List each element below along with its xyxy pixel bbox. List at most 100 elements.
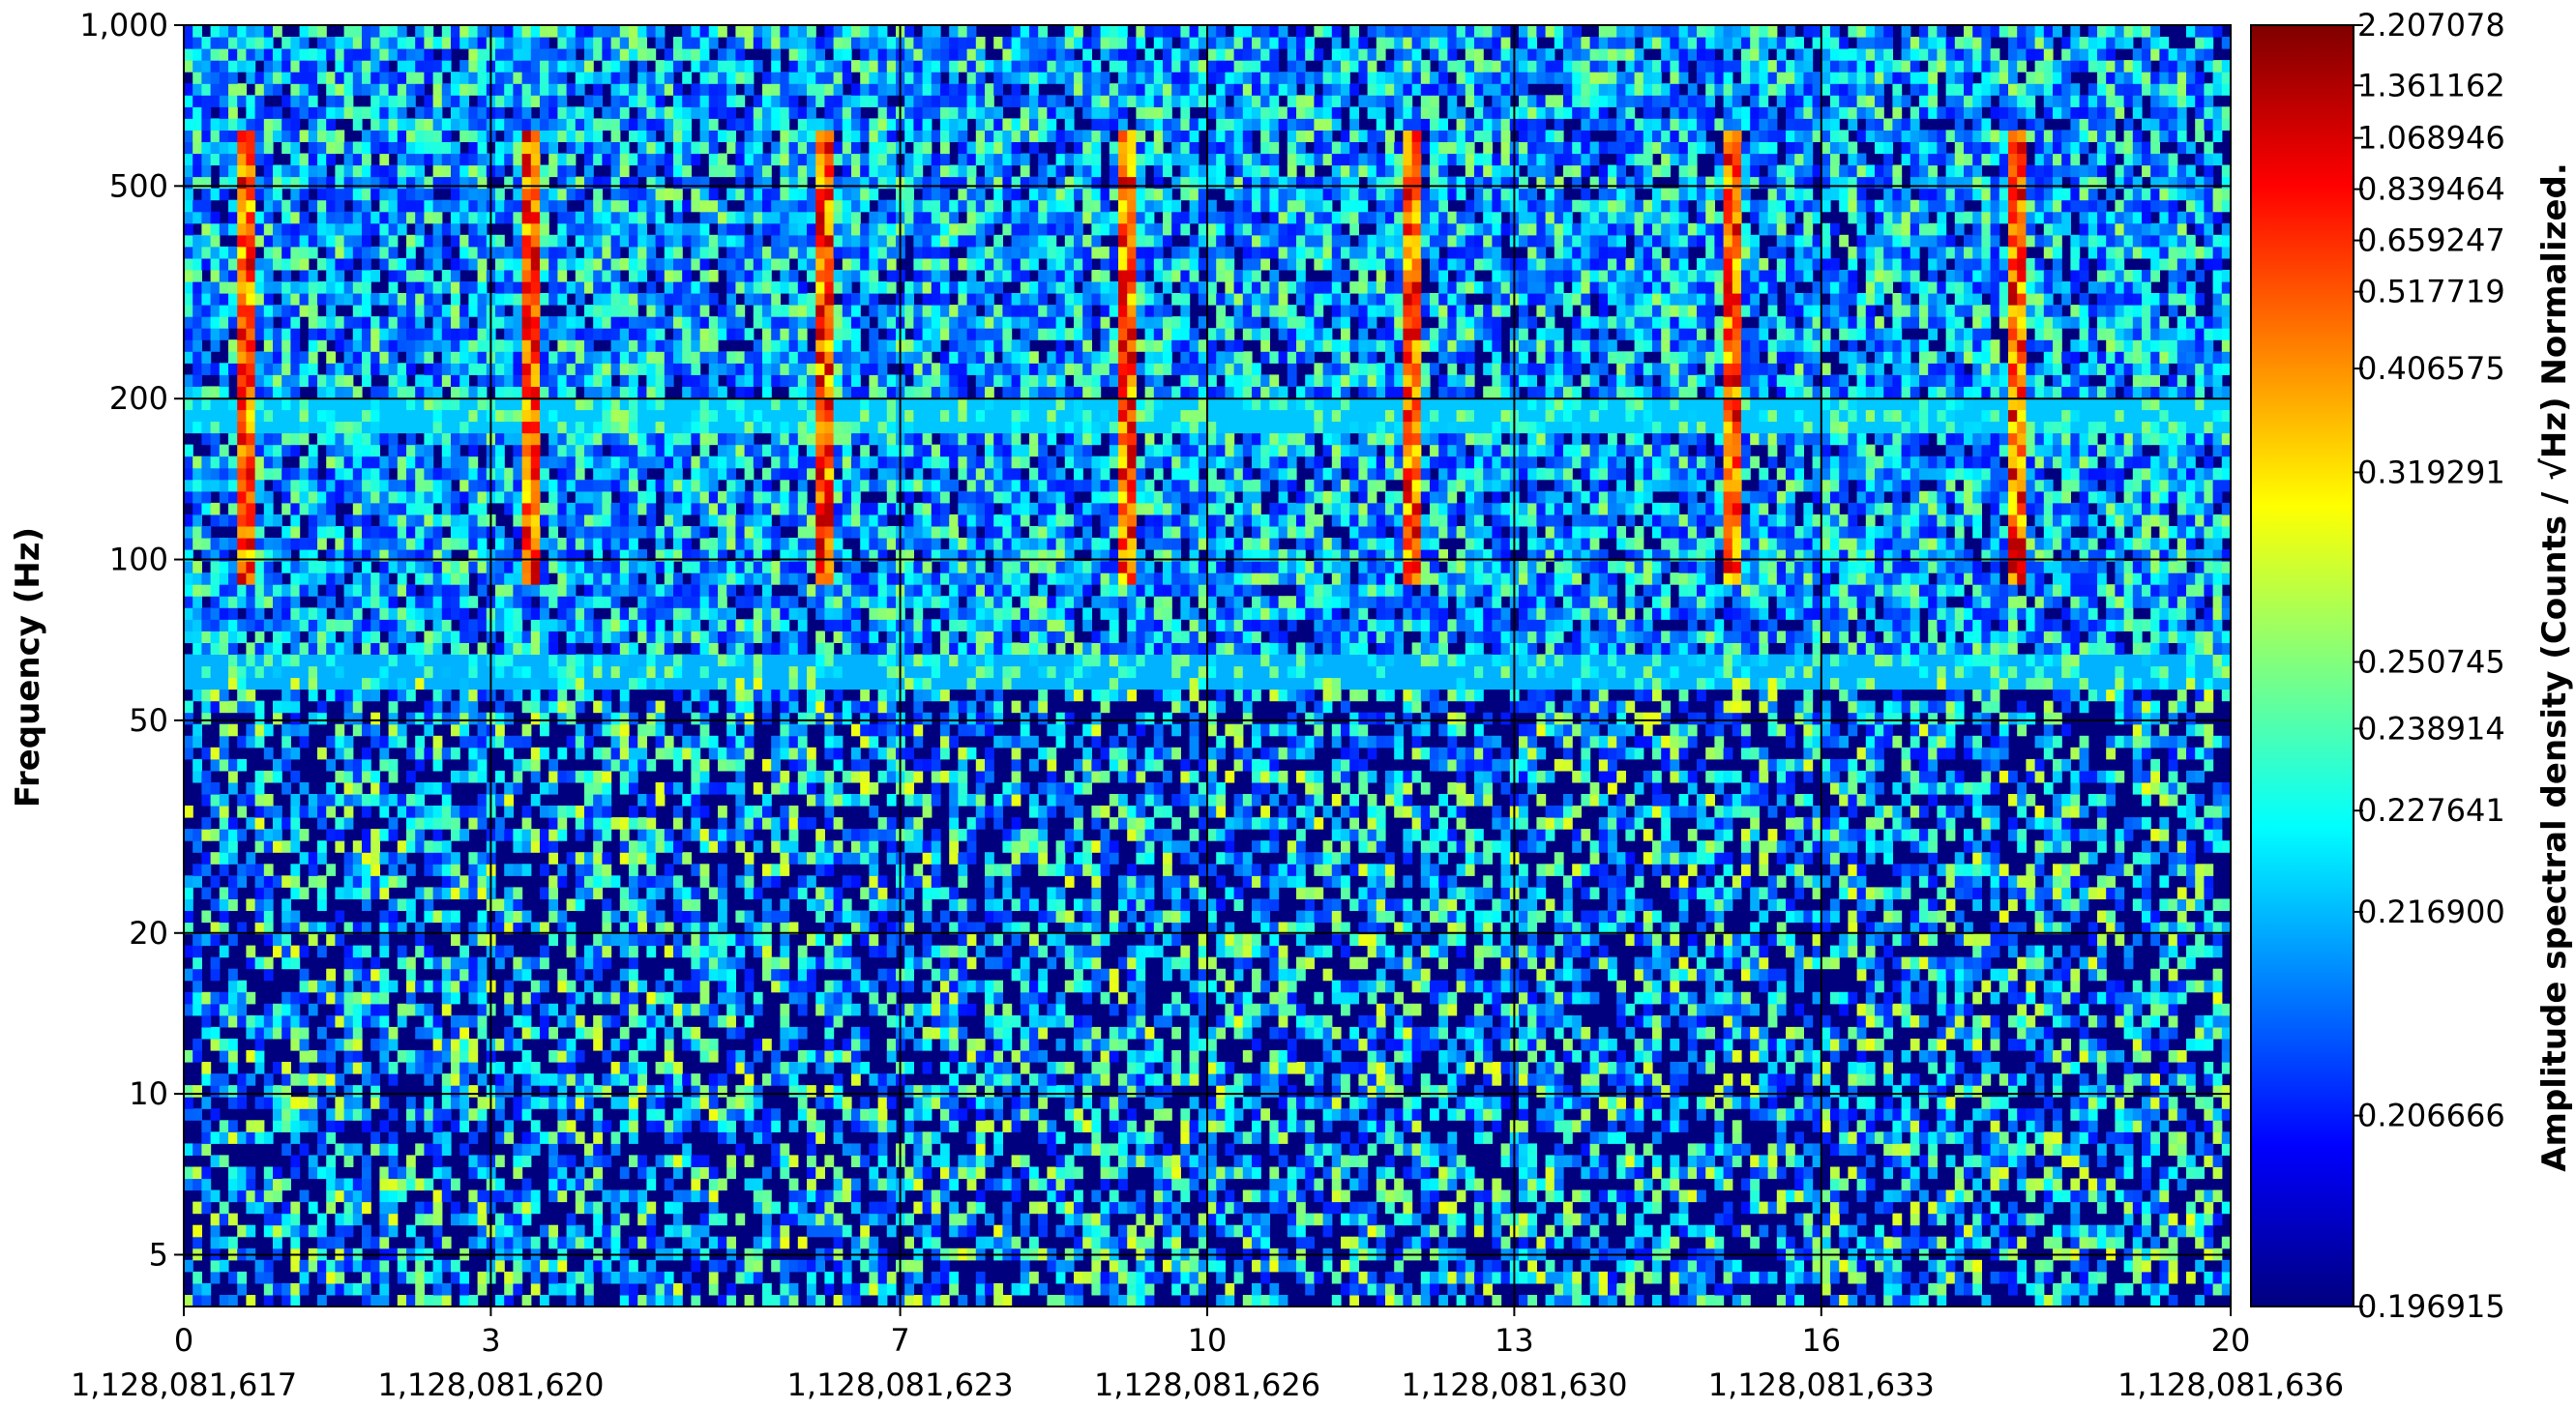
spectrogram-cell <box>2132 1236 2143 1249</box>
spectrogram-cell <box>2087 991 2098 1005</box>
spectrogram-cell <box>1687 1155 1698 1167</box>
spectrogram-cell <box>1839 1224 1849 1238</box>
spectrogram-cell <box>762 1166 772 1180</box>
spectrogram-cell <box>655 875 666 888</box>
spectrogram-cell <box>949 945 959 958</box>
spectrogram-cell <box>1678 875 1689 888</box>
spectrogram-cell <box>451 1201 460 1215</box>
spectrogram-cell <box>1278 1073 1288 1086</box>
spectrogram-cell <box>2186 1213 2196 1226</box>
spectrogram-cell <box>1144 1062 1155 1074</box>
spectrogram-cell <box>1892 1236 1903 1249</box>
spectrogram-cell <box>975 1131 986 1144</box>
spectrogram-cell <box>219 898 229 911</box>
spectrogram-cell <box>1064 980 1075 993</box>
spectrogram-cell <box>1153 945 1164 958</box>
spectrogram-cell <box>922 1039 933 1051</box>
spectrogram-cell <box>1331 991 1342 1005</box>
spectrogram-cell <box>352 1039 363 1051</box>
spectrogram-cell <box>1954 991 1965 1005</box>
spectrogram-cell <box>886 933 897 947</box>
spectrogram-cell <box>753 1085 763 1098</box>
spectrogram-cell <box>593 1213 603 1226</box>
spectrogram-cell <box>1767 1271 1778 1284</box>
spectrogram-cell <box>1616 1189 1626 1203</box>
spectrogram-cell <box>1233 1166 1244 1180</box>
spectrogram-cell <box>441 1178 452 1191</box>
spectrogram-cell <box>477 1271 488 1284</box>
spectrogram-cell <box>1661 968 1671 982</box>
spectrogram-cell <box>1118 887 1128 899</box>
spectrogram-cell <box>1697 1259 1706 1273</box>
spectrogram-cell <box>797 1062 808 1074</box>
spectrogram-cell <box>317 1050 327 1063</box>
spectrogram-cell <box>1038 991 1048 1005</box>
spectrogram-cell <box>441 1131 452 1144</box>
spectrogram-cell <box>1723 898 1733 911</box>
spectrogram-cell <box>958 1026 968 1040</box>
spectrogram-cell <box>1527 991 1537 1005</box>
spectrogram-cell <box>718 910 727 924</box>
spectrogram-cell <box>584 980 594 993</box>
spectrogram-cell <box>1608 956 1617 970</box>
spectrogram-cell <box>993 1073 1003 1086</box>
spectrogram-cell <box>815 1201 825 1215</box>
spectrogram-cell <box>1225 1189 1235 1203</box>
spectrogram-cell <box>504 1131 514 1144</box>
spectrogram-cell <box>1207 898 1217 911</box>
spectrogram-cell <box>1216 1166 1226 1180</box>
spectrogram-cell <box>246 1201 256 1215</box>
spectrogram-cell <box>1794 968 1804 982</box>
spectrogram-cell <box>192 1271 202 1284</box>
spectrogram-cell <box>1990 933 2000 947</box>
spectrogram-cell <box>1252 1003 1261 1016</box>
spectrogram-cell <box>1554 1236 1564 1249</box>
spectrogram-cell <box>1349 1155 1359 1167</box>
spectrogram-cell <box>1474 1131 1484 1144</box>
spectrogram-cell <box>1136 1026 1146 1040</box>
spectrogram-cell <box>1865 1178 1876 1191</box>
spectrogram-cell <box>290 1014 301 1028</box>
spectrogram-cell <box>1287 968 1297 982</box>
spectrogram-cell <box>1278 1295 1288 1306</box>
spectrogram-cell <box>629 1282 638 1296</box>
spectrogram-cell <box>1875 1108 1884 1121</box>
spectrogram-cell <box>1207 1050 1217 1063</box>
spectrogram-cell <box>2159 1039 2170 1051</box>
spectrogram-cell <box>2186 1224 2196 1238</box>
spectrogram-cell <box>1678 1014 1689 1028</box>
spectrogram-cell <box>1002 1003 1013 1016</box>
spectrogram-cell <box>1403 1039 1413 1051</box>
spectrogram-cell <box>495 1189 505 1203</box>
spectrogram-cell <box>1189 980 1199 993</box>
spectrogram-cell <box>2212 1213 2223 1226</box>
spectrogram-cell <box>424 864 434 876</box>
spectrogram-cell <box>1136 1003 1146 1016</box>
spectrogram-cell <box>1767 875 1778 888</box>
spectrogram-cell <box>2176 1050 2187 1063</box>
spectrogram-cell <box>1385 1295 1395 1306</box>
spectrogram-cell <box>753 922 763 935</box>
spectrogram-cell <box>1865 933 1876 947</box>
spectrogram-cell <box>1207 1213 1217 1226</box>
spectrogram-cell <box>432 1120 443 1132</box>
spectrogram-cell <box>788 1295 799 1306</box>
spectrogram-cell <box>362 945 371 958</box>
spectrogram-cell <box>619 1073 630 1086</box>
spectrogram-cell <box>1883 1236 1893 1249</box>
spectrogram-cell <box>1830 898 1840 911</box>
spectrogram-cell <box>281 1108 291 1121</box>
spectrogram-cell <box>441 1039 452 1051</box>
spectrogram-cell <box>860 1026 870 1040</box>
spectrogram-cell <box>646 1282 657 1296</box>
spectrogram-cell <box>468 1189 479 1203</box>
spectrogram-cell <box>1207 1073 1217 1086</box>
spectrogram-cell <box>1358 1155 1369 1167</box>
spectrogram-cell <box>869 898 879 911</box>
spectrogram-cell <box>1127 1108 1137 1121</box>
spectrogram-cell <box>1990 1201 2000 1215</box>
spectrogram-cell <box>2070 945 2081 958</box>
spectrogram-cell <box>1074 1026 1083 1040</box>
spectrogram-cell <box>379 1259 390 1273</box>
spectrogram-cell <box>2168 1295 2178 1306</box>
